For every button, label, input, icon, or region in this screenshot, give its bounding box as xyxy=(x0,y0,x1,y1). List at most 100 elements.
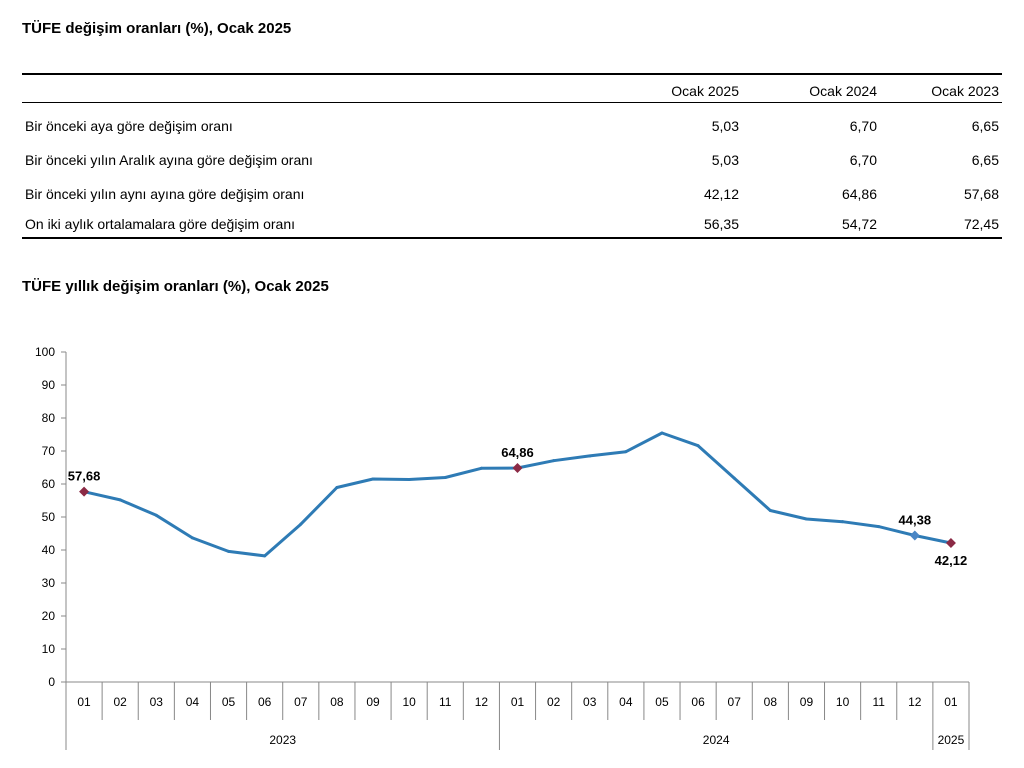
table-cell: 57,68 xyxy=(963,186,999,202)
table-cell: 6,70 xyxy=(849,152,877,168)
table-cell: 72,45 xyxy=(880,211,1002,239)
x-tick-label: 10 xyxy=(402,695,416,709)
table-row: On iki aylık ortalamalara göre değişim o… xyxy=(22,211,1002,239)
data-label: 44,38 xyxy=(899,513,932,528)
chart-title: TÜFE yıllık değişim oranları (%), Ocak 2… xyxy=(22,278,329,295)
data-point xyxy=(154,513,158,517)
highlight-marker xyxy=(512,462,523,473)
data-point xyxy=(335,485,339,489)
x-tick-label: 03 xyxy=(583,695,597,709)
x-tick-label: 04 xyxy=(186,695,200,709)
x-tick-label: 08 xyxy=(764,695,778,709)
data-point xyxy=(877,525,881,529)
row-label: Bir önceki yılın Aralık ayına göre değiş… xyxy=(25,152,313,168)
table-cell: 64,86 xyxy=(841,186,877,202)
highlight-marker xyxy=(945,538,956,549)
x-tick-label: 12 xyxy=(475,695,489,709)
data-point xyxy=(768,508,772,512)
x-tick-label: 01 xyxy=(511,695,525,709)
y-tick-label: 100 xyxy=(35,345,55,359)
data-point xyxy=(299,522,303,526)
x-tick-label: 06 xyxy=(691,695,705,709)
x-tick-label: 05 xyxy=(222,695,236,709)
table-cell: 6,65 xyxy=(971,152,999,168)
data-point xyxy=(118,498,122,502)
x-axis: 01 02 03 04 05 06 07 08 09 10 11 12 01 02 03 04 05 06 07 08… xyxy=(65,681,970,750)
data-point xyxy=(371,477,375,481)
data-point xyxy=(660,431,664,435)
y-tick-label: 20 xyxy=(42,609,56,623)
x-tick-label: 04 xyxy=(619,695,633,709)
data-point xyxy=(479,466,483,470)
y-tick-label: 0 xyxy=(48,675,55,689)
table-header-row: Ocak 2025 Ocak 2024 Ocak 2023 xyxy=(22,73,1002,103)
table-cell: 54,72 xyxy=(742,211,880,239)
y-tick-label: 60 xyxy=(42,477,56,491)
table-row: Bir önceki aya göre değişim oranı 5,03 6… xyxy=(22,103,1002,144)
y-axis: 0 10 20 30 40 50 60 70 80 90 100 xyxy=(35,345,67,689)
table-cell: 5,03 xyxy=(711,118,739,134)
column-header: Ocak 2023 xyxy=(880,73,1002,103)
table-cell: 56,35 xyxy=(612,211,742,239)
year-label: 2025 xyxy=(938,733,965,747)
x-tick-label: 12 xyxy=(908,695,922,709)
x-tick-label: 02 xyxy=(114,695,128,709)
data-point xyxy=(841,520,845,524)
x-tick-label: 10 xyxy=(836,695,850,709)
highlight-marker xyxy=(909,530,920,541)
data-point xyxy=(732,476,736,480)
table-title: TÜFE değişim oranları (%), Ocak 2025 xyxy=(22,20,292,37)
x-tick-label: 03 xyxy=(150,695,164,709)
row-label: Bir önceki aya göre değişim oranı xyxy=(25,118,233,134)
column-header: Ocak 2024 xyxy=(742,73,880,103)
data-point xyxy=(443,475,447,479)
x-tick-label: 07 xyxy=(728,695,742,709)
table-row: Bir önceki yılın Aralık ayına göre değiş… xyxy=(22,143,1002,177)
data-label: 64,86 xyxy=(501,445,534,460)
data-point xyxy=(407,478,411,482)
data-point xyxy=(263,554,267,558)
x-tick-label: 09 xyxy=(800,695,814,709)
data-point xyxy=(588,454,592,458)
table-cell: 6,70 xyxy=(849,118,877,134)
table-cell: 5,03 xyxy=(711,152,739,168)
table-row: Bir önceki yılın aynı ayına göre değişim… xyxy=(22,177,1002,211)
header-empty xyxy=(22,73,612,103)
data-point xyxy=(227,549,231,553)
x-tick-label: 01 xyxy=(77,695,91,709)
data-label: 42,12 xyxy=(935,553,968,568)
data-label-layer: 57,68 64,86 44,38 42,12 xyxy=(68,445,967,568)
data-point xyxy=(190,536,194,540)
x-tick-label: 01 xyxy=(944,695,958,709)
data-label: 57,68 xyxy=(68,469,101,484)
y-tick-label: 70 xyxy=(42,444,56,458)
year-label: 2024 xyxy=(703,733,730,747)
row-label: Bir önceki yılın aynı ayına göre değişim… xyxy=(25,186,305,202)
year-label: 2023 xyxy=(269,733,296,747)
y-tick-label: 40 xyxy=(42,543,56,557)
x-tick-label: 11 xyxy=(872,695,885,709)
x-tick-label: 07 xyxy=(294,695,308,709)
highlight-marker xyxy=(79,486,90,497)
x-tick-label: 09 xyxy=(366,695,380,709)
row-label: On iki aylık ortalamalara göre değişim o… xyxy=(22,211,612,239)
y-tick-label: 80 xyxy=(42,411,56,425)
data-point xyxy=(552,459,556,463)
y-tick-label: 10 xyxy=(42,642,56,656)
x-tick-label: 05 xyxy=(655,695,669,709)
table-cell: 42,12 xyxy=(703,186,739,202)
y-tick-label: 30 xyxy=(42,576,56,590)
x-tick-label: 08 xyxy=(330,695,344,709)
data-point xyxy=(624,450,628,454)
y-tick-label: 90 xyxy=(42,378,56,392)
x-tick-label: 06 xyxy=(258,695,272,709)
data-point xyxy=(696,444,700,448)
column-header: Ocak 2025 xyxy=(612,73,742,103)
x-tick-label: 02 xyxy=(547,695,561,709)
cpi-change-table: Ocak 2025 Ocak 2024 Ocak 2023 Bir önceki… xyxy=(22,73,1002,239)
x-tick-label: 11 xyxy=(439,695,452,709)
data-point xyxy=(804,517,808,521)
table-cell: 6,65 xyxy=(971,118,999,134)
y-tick-label: 50 xyxy=(42,510,56,524)
